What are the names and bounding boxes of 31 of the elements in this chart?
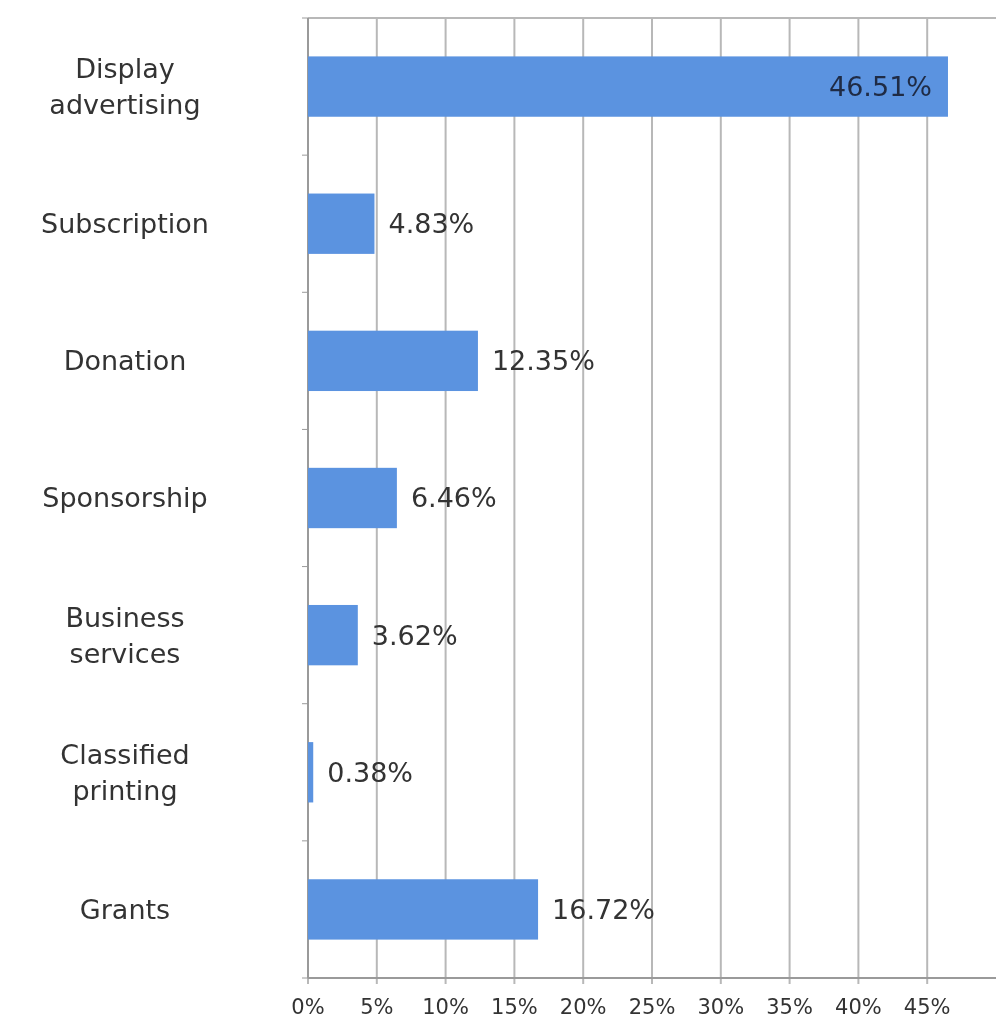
y-tick-label: Subscription <box>41 208 209 240</box>
data-label: 16.72% <box>552 893 656 925</box>
bar <box>308 467 397 529</box>
x-tick-label: 30% <box>697 995 745 1019</box>
bar <box>308 879 539 940</box>
x-tick-label: 40% <box>835 995 882 1019</box>
y-tick-label: Display advertising <box>49 53 201 121</box>
y-tick-label: Grants <box>79 893 171 925</box>
x-tick-label: 10% <box>422 995 469 1019</box>
bar <box>308 604 358 666</box>
x-tick-label: 45% <box>903 995 951 1019</box>
y-tick-label: Donation <box>63 345 187 377</box>
data-label: 6.46% <box>410 482 497 514</box>
data-label: 3.62% <box>371 619 458 651</box>
x-tick-label: 5% <box>360 995 394 1019</box>
x-tick-label: 35% <box>766 995 813 1019</box>
data-label: 0.38% <box>327 756 414 788</box>
x-tick-label: 0% <box>291 995 325 1019</box>
x-tick-label: 15% <box>491 995 538 1019</box>
data-label: 12.35% <box>491 345 595 377</box>
x-tick-label: 25% <box>628 995 676 1019</box>
bar <box>308 742 314 803</box>
y-tick-label: Classified printing <box>60 738 190 806</box>
y-tick-label: Sponsorship <box>42 482 208 514</box>
bar <box>308 56 948 117</box>
data-label: 4.83% <box>388 208 475 240</box>
x-tick-label: 20% <box>559 995 607 1019</box>
bar <box>308 193 375 254</box>
data-label: 46.51% <box>829 71 932 103</box>
y-tick-label: Business services <box>65 601 185 669</box>
bar <box>308 330 478 392</box>
